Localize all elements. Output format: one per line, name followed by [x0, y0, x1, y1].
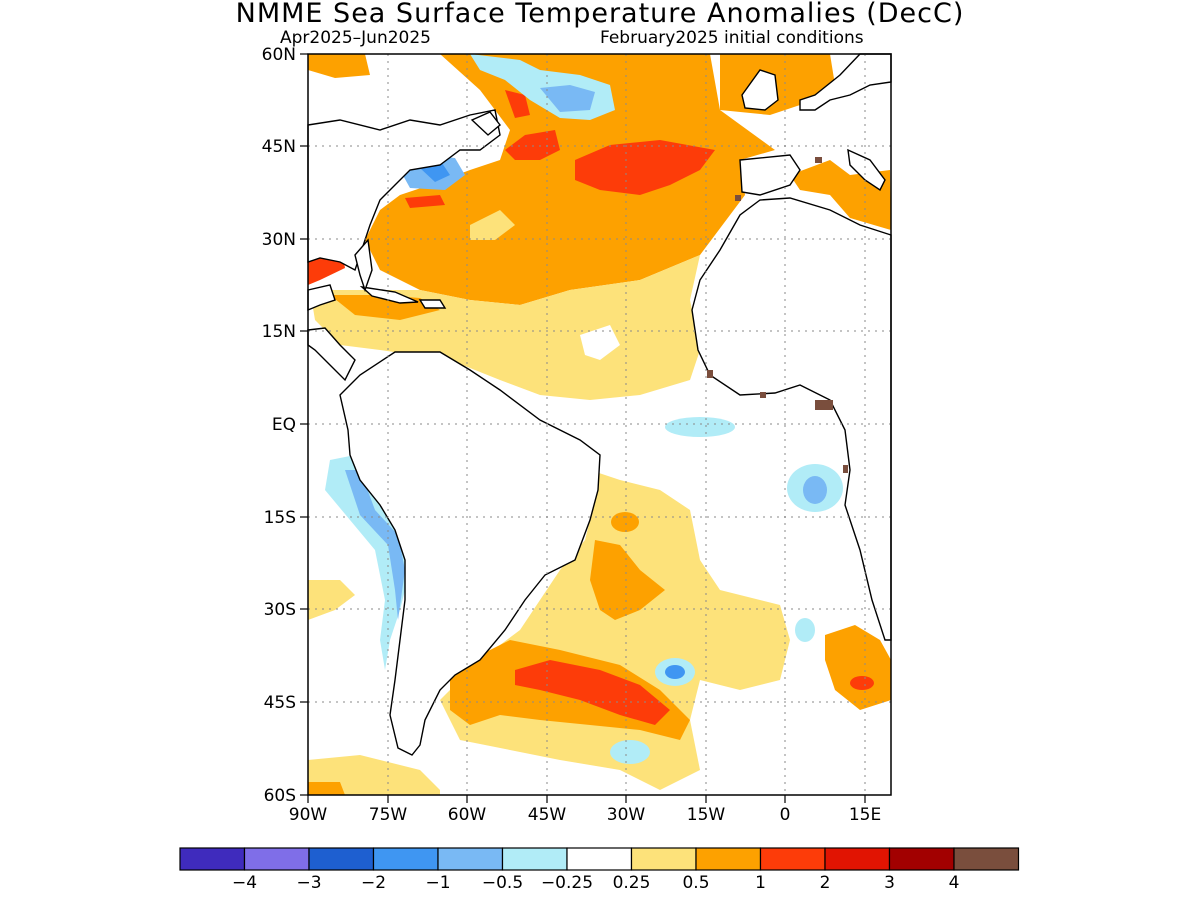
colorbar-swatch: [243, 847, 310, 871]
extreme-anomaly-cells: [707, 157, 848, 473]
anomaly-peru-blue: [345, 470, 405, 620]
anomaly-south-blue: [665, 665, 685, 679]
anomaly-nw-atlantic-hot: [505, 90, 530, 118]
lat-label: 60N: [262, 45, 296, 65]
africa: [691, 197, 892, 641]
colorbar-swatch: [888, 847, 955, 871]
anomaly-field: [308, 54, 891, 795]
colorbar-swatch: [824, 847, 891, 871]
colorbar-label: 0.25: [613, 873, 651, 893]
anomaly-tropical-north-yellow: [310, 255, 700, 400]
lon-label: 45W: [528, 805, 567, 825]
lon-label: 30W: [607, 805, 646, 825]
initial-conditions: February2025 initial conditions: [600, 28, 864, 48]
map-grid: [308, 54, 891, 795]
colorbar-swatch: [630, 847, 697, 871]
anomaly-white-hole: [580, 325, 620, 360]
lat-label: 15S: [264, 508, 296, 528]
british-isles: [741, 69, 779, 111]
colorbar-label: 3: [884, 873, 895, 893]
colorbar-label: 1: [755, 873, 766, 893]
anomaly-far-south-warm: [308, 782, 345, 795]
colorbar: −4 −3 −2 −1 −0.5 −0.25 0.25 0.5 1 2 3 4: [179, 847, 1020, 893]
lat-labels: 60N 45N 30N 15N EQ 15S 30S 45S 60S: [262, 45, 296, 806]
colorbar-swatch: [437, 847, 504, 871]
forecast-period: Apr2025–Jun2025: [280, 28, 431, 48]
anomaly-south-cool-2: [610, 740, 650, 764]
colorbar-label: 0.5: [682, 873, 709, 893]
lon-label: 0: [780, 805, 791, 825]
colorbar-label: −4: [232, 873, 257, 893]
lat-label: 45N: [262, 137, 296, 157]
anomaly-se-atlantic-hot: [850, 676, 874, 690]
anomaly-se-cool: [795, 618, 815, 642]
colorbar-swatch: [953, 847, 1020, 871]
lon-label: 15E: [849, 805, 881, 825]
lat-label: 60S: [264, 786, 296, 806]
europe: [799, 53, 892, 111]
italy: [847, 148, 886, 192]
newfoundland: [470, 111, 501, 136]
anomaly-us-coast-hot: [405, 195, 445, 208]
south-america: [339, 351, 601, 756]
colorbar-swatch: [179, 847, 246, 871]
lat-label: 30S: [264, 600, 296, 620]
anomaly-sw-atlantic-hot: [515, 660, 670, 725]
anomaly-central-south-warm-spot: [611, 512, 639, 532]
colorbar-label: −1: [425, 873, 450, 893]
florida: [354, 238, 373, 293]
colorbar-swatch: [308, 847, 375, 871]
anomaly-central-south-warm: [590, 540, 665, 620]
colorbar-swatch: [566, 847, 633, 871]
lon-label: 15W: [687, 805, 726, 825]
colorbar-swatch: [372, 847, 439, 871]
lon-label: 90W: [289, 805, 328, 825]
anomaly-labrador-blue: [540, 85, 595, 112]
anomaly-angola-blue: [803, 476, 827, 504]
anomaly-pacific-south-yellow: [308, 580, 355, 620]
anomaly-north-atlantic-warm: [365, 54, 775, 305]
central-america: [307, 327, 356, 382]
colorbar-label: −2: [361, 873, 386, 893]
north-america-coast: [307, 109, 501, 272]
lat-label: 15N: [262, 322, 296, 342]
colorbar-swatch: [501, 847, 568, 871]
colorbar-label: 4: [949, 873, 960, 893]
anomaly-peru-cool: [325, 455, 410, 670]
colorbar-label: −0.5: [482, 873, 523, 893]
colorbar-label: 2: [820, 873, 831, 893]
anomaly-se-atlantic-warm: [825, 625, 891, 710]
axis-ticks: [300, 53, 866, 803]
anomaly-nw-corner-warm: [308, 54, 370, 78]
hispaniola: [418, 299, 447, 309]
land-masses: [307, 53, 892, 756]
iberia: [739, 154, 801, 196]
colorbar-swatch: [759, 847, 826, 871]
colorbar-label: −3: [296, 873, 321, 893]
anomaly-equatorial-cool: [665, 417, 735, 437]
colorbar-swatch: [695, 847, 762, 871]
anomaly-yellow-patch: [470, 210, 515, 240]
lat-label: 45S: [264, 693, 296, 713]
lat-label: 30N: [262, 230, 296, 250]
map-title: NMME Sea Surface Temperature Anomalies (…: [235, 0, 965, 29]
colorbar-label: −0.25: [541, 873, 593, 893]
lon-labels: 90W 75W 60W 45W 30W 15W 0 15E: [289, 805, 881, 825]
anomaly-grand-banks-hot: [505, 130, 560, 160]
lon-label: 75W: [369, 805, 408, 825]
anomaly-gulf-stream-hot: [575, 140, 715, 195]
lat-label: EQ: [272, 415, 296, 435]
lon-label: 60W: [448, 805, 487, 825]
cuba: [359, 285, 419, 304]
